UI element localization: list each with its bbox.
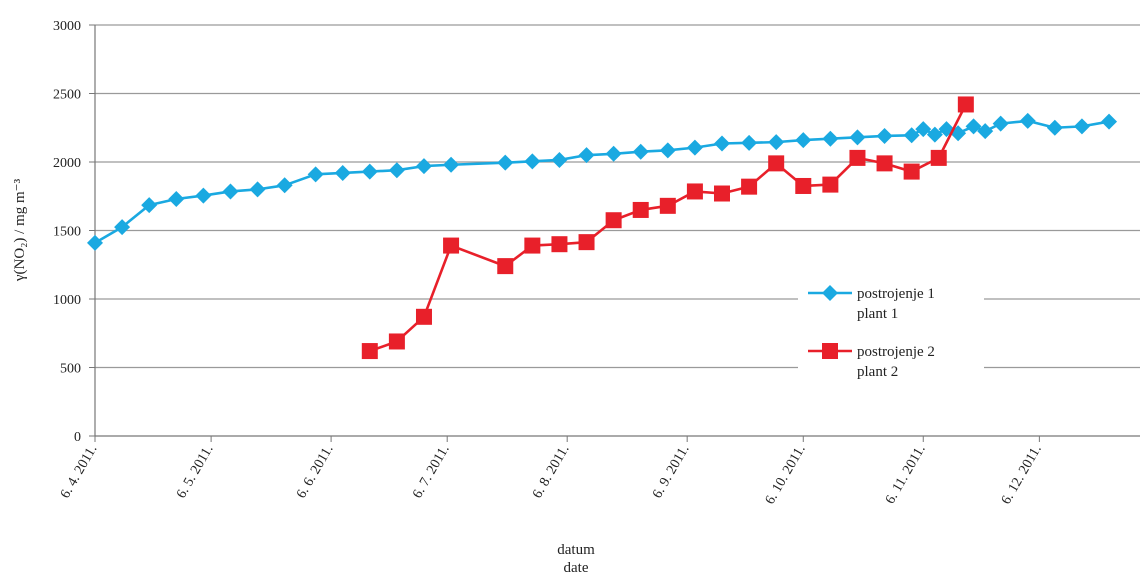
data-point-diamond: [965, 118, 982, 135]
legend-marker-diamond: [822, 285, 838, 301]
data-point-diamond: [977, 123, 994, 140]
x-tick-label: 6. 7. 2011.: [410, 443, 452, 502]
data-point-square: [361, 343, 378, 360]
data-point-diamond: [876, 127, 893, 144]
y-tick-label: 1000: [53, 293, 81, 308]
x-tick-label: 6. 11. 2011.: [883, 443, 929, 507]
data-point-square: [632, 201, 649, 218]
data-point-diamond: [992, 115, 1009, 132]
data-point-diamond: [307, 166, 324, 183]
y-axis-label: γ(NO₂) / mg m⁻³: [12, 178, 28, 282]
data-point-diamond: [578, 147, 595, 164]
y-axis-ticks: 0 500 1000 1500 2000 2500 3000: [53, 19, 95, 445]
legend: postrojenje 1 plant 1 postrojenje 2 plant 2: [798, 268, 984, 398]
data-point-diamond: [768, 134, 785, 151]
series-2: [361, 96, 974, 360]
data-point-square: [605, 212, 622, 229]
data-point-diamond: [903, 127, 920, 144]
data-point-diamond: [443, 156, 460, 173]
data-point-diamond: [222, 183, 239, 200]
data-point-square: [714, 185, 730, 202]
data-point-square: [903, 163, 920, 180]
data-point-diamond: [915, 121, 932, 138]
data-point-diamond: [334, 164, 351, 181]
data-point-diamond: [1019, 112, 1036, 129]
x-tick-label: 6. 12. 2011.: [999, 443, 1045, 508]
data-point-diamond: [1046, 119, 1063, 136]
data-point-diamond: [524, 153, 541, 170]
data-point-diamond: [659, 142, 676, 159]
y-tick-label: 1500: [53, 225, 81, 240]
x-axis-label: datum: [557, 542, 595, 558]
legend-marker-square: [822, 343, 838, 359]
data-point-square: [741, 178, 758, 195]
data-point-diamond: [497, 154, 514, 171]
data-point-diamond: [87, 234, 103, 251]
data-point-diamond: [926, 126, 943, 143]
data-point-diamond: [249, 181, 266, 198]
data-point-square: [388, 333, 405, 350]
y-tick-label: 2000: [53, 156, 81, 171]
x-tick-label: 6. 5. 2011.: [174, 443, 216, 502]
data-point-square: [659, 197, 676, 214]
data-point-diamond: [605, 145, 622, 162]
data-point-square: [876, 155, 893, 172]
legend-label: postrojenje 2: [857, 344, 935, 360]
data-point-diamond: [168, 190, 185, 207]
y-tick-label: 2500: [53, 88, 81, 103]
data-point-diamond: [1073, 118, 1090, 135]
series-1: [87, 112, 1118, 251]
x-axis-label-english: date: [564, 560, 589, 575]
legend-label-english: plant 1: [857, 306, 898, 322]
data-point-diamond: [361, 163, 378, 180]
data-point-square: [957, 96, 974, 113]
y-tick-label: 3000: [53, 19, 81, 34]
x-tick-label: 6. 8. 2011.: [530, 443, 572, 502]
data-point-diamond: [795, 132, 812, 149]
data-point-diamond: [551, 151, 568, 168]
data-point-diamond: [822, 130, 839, 147]
data-point-square: [551, 236, 568, 253]
data-point-diamond: [195, 187, 212, 204]
data-point-square: [822, 176, 839, 193]
data-point-square: [497, 258, 514, 275]
x-tick-label: 6. 10. 2011.: [763, 443, 809, 508]
data-point-diamond: [1101, 113, 1118, 130]
data-point-diamond: [714, 135, 730, 152]
y-tick-label: 0: [74, 430, 81, 445]
legend-label: postrojenje 1: [857, 286, 935, 302]
data-point-diamond: [141, 197, 158, 214]
series-layer: [87, 96, 1118, 360]
data-point-square: [578, 234, 595, 251]
data-point-diamond: [849, 129, 866, 146]
x-axis-ticks: 6. 4. 2011. 6. 5. 2011. 6. 6. 2011. 6. 7. 2…: [58, 436, 1045, 507]
y-tick-label: 500: [60, 362, 81, 377]
data-point-diamond: [415, 158, 432, 175]
data-point-diamond: [276, 177, 293, 194]
x-tick-label: 6. 4. 2011.: [58, 443, 100, 502]
data-point-square: [930, 149, 947, 166]
data-point-square: [686, 183, 703, 200]
data-point-diamond: [388, 162, 405, 179]
data-point-square: [415, 308, 432, 325]
data-point-diamond: [114, 219, 131, 236]
series-2-line: [369, 103, 967, 353]
data-point-diamond: [741, 134, 758, 151]
data-point-square: [768, 155, 785, 172]
data-point-diamond: [950, 125, 967, 142]
data-point-diamond: [632, 143, 649, 160]
legend-label-english: plant 2: [857, 364, 898, 380]
data-point-square: [524, 237, 541, 254]
x-tick-label: 6. 9. 2011.: [650, 443, 692, 502]
data-point-square: [443, 237, 460, 254]
data-point-square: [849, 149, 866, 166]
data-point-diamond: [686, 139, 703, 156]
data-point-square: [795, 177, 812, 194]
x-tick-label: 6. 6. 2011.: [294, 443, 336, 502]
